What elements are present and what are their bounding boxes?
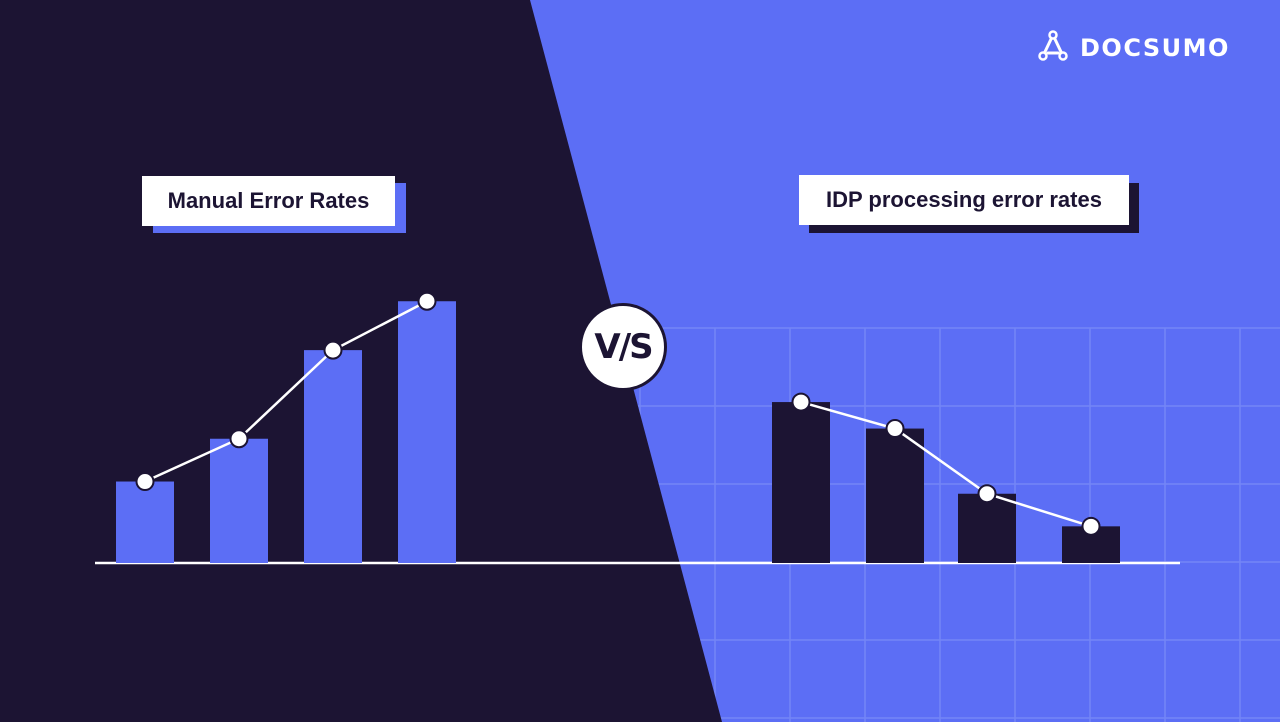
data-point <box>135 472 155 492</box>
chart-bar <box>116 481 174 563</box>
manual-chart-title: Manual Error Rates <box>142 176 395 226</box>
trend-line <box>144 300 428 483</box>
data-point <box>977 484 997 504</box>
data-point <box>791 392 811 412</box>
background-grid <box>600 327 1280 722</box>
data-point <box>1081 516 1101 536</box>
docsumo-logo-icon <box>1036 29 1070 68</box>
chart-bar <box>958 493 1016 563</box>
data-point <box>229 429 249 449</box>
manual-error-chart <box>116 291 456 563</box>
chart-bar <box>772 402 830 563</box>
data-point <box>323 340 343 360</box>
idp-error-chart <box>772 392 1120 563</box>
brand-name: DOCSUMO <box>1080 34 1230 62</box>
brand-logo[interactable]: DOCSUMO <box>1036 29 1230 68</box>
trend-line <box>800 400 1092 528</box>
versus-badge: V/S <box>579 303 667 391</box>
data-point <box>885 419 905 439</box>
chart-bar <box>866 428 924 563</box>
idp-chart-title: IDP processing error rates <box>799 175 1129 225</box>
chart-bar <box>304 350 362 563</box>
chart-bar <box>398 301 456 563</box>
data-point <box>417 291 437 311</box>
chart-bar <box>210 438 268 563</box>
